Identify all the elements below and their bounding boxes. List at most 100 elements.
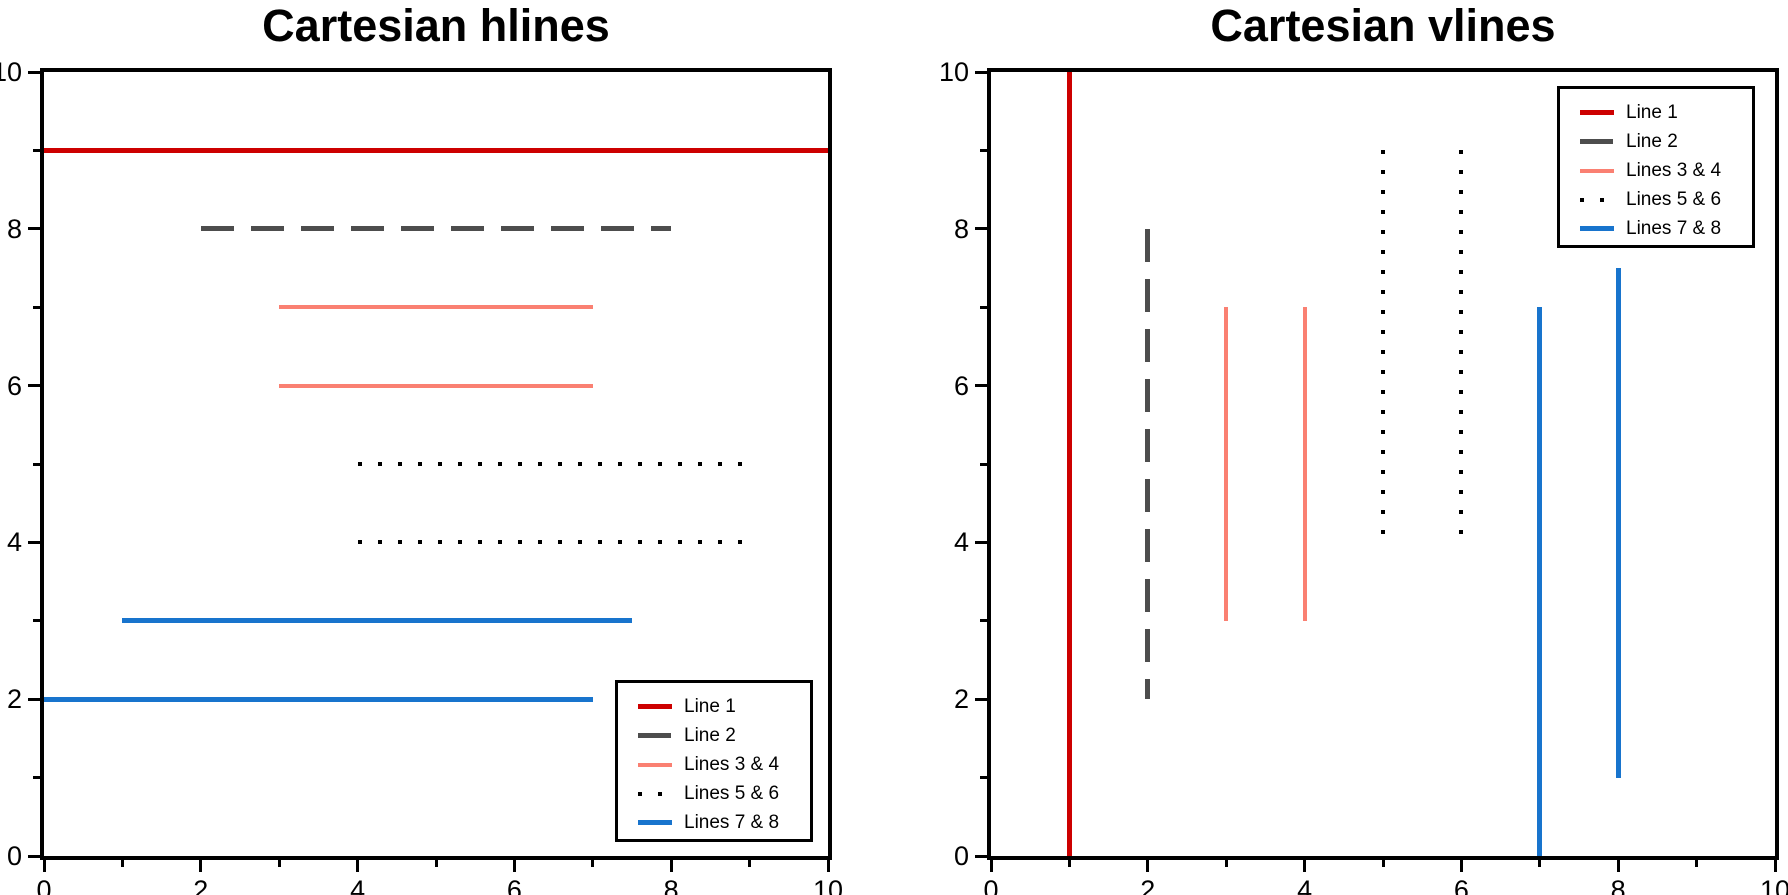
x-axis-major-tick [1616,860,1620,872]
y-axis-tick-label: 0 [953,841,969,871]
segment-lines-3-4 [1302,307,1307,621]
y-axis-minor-tick [33,305,40,309]
legend-swatch-line-2 [1580,139,1614,144]
y-axis-tick-label: 2 [6,684,22,715]
y-axis-major-tick [28,384,40,388]
y-axis-tick-label: 10 [0,57,22,87]
plot-title: Cartesian vlines [1210,0,1556,51]
plot-frame [40,68,832,860]
segment-lines-7-8 [1615,268,1621,778]
legend-swatch-lines-3-4 [638,762,672,767]
y-axis-major-tick [975,70,987,74]
y-axis-major-tick [28,70,40,74]
y-axis-minor-tick [980,776,987,780]
x-axis-tick-label: 2 [193,875,209,895]
legend-label: Lines 5 & 6 [684,783,780,804]
x-axis-minor-tick [120,860,124,867]
y-axis-minor-tick [33,462,40,466]
segment-line-2 [1145,228,1151,700]
y-axis-tick-label: 8 [6,213,22,244]
y-axis-major-tick [975,854,987,858]
y-axis-minor-tick [980,305,987,309]
y-axis-tick-label: 8 [953,213,969,244]
y-axis-major-tick [28,540,40,544]
segment-lines-7-8 [122,618,632,624]
x-axis-major-tick [1303,860,1307,872]
y-axis-major-tick [975,384,987,388]
segment-lines-5-6 [357,462,750,466]
x-axis-tick-label: 6 [506,875,522,895]
y-axis-minor-tick [980,462,987,466]
segment-line-1 [1066,72,1072,856]
legend-label: Lines 3 & 4 [1626,160,1722,181]
legend-label: Lines 3 & 4 [684,754,780,775]
x-axis-minor-tick [1381,860,1385,867]
x-axis-major-tick [1459,860,1463,872]
segment-line-1 [44,147,828,153]
segment-lines-5-6 [1381,150,1385,543]
x-axis-major-tick [42,860,46,872]
x-axis-minor-tick [1067,860,1071,867]
x-axis-major-tick [1146,860,1150,872]
legend-swatch-line-2 [638,733,672,738]
plot-title: Cartesian hlines [262,0,610,51]
y-axis-minor-tick [980,148,987,152]
x-axis-minor-tick [1695,860,1699,867]
y-axis-tick-label: 4 [6,527,22,558]
legend-label: Line 2 [684,725,736,746]
legend-swatch-lines-7-8 [638,820,672,825]
y-axis-tick-label: 6 [6,370,22,401]
segment-lines-7-8 [1537,307,1543,856]
x-axis-minor-tick [277,860,281,867]
legend-swatch-line-1 [638,704,672,709]
legend-label: Line 1 [1626,102,1678,123]
legend-label: Lines 7 & 8 [1626,218,1722,239]
x-axis-major-tick [512,860,516,872]
x-axis-tick-label: 0 [983,875,999,895]
x-axis-major-tick [1773,860,1777,872]
legend-box: Line 1 Line 2 Lines 3 & 4 Lines 5 & 6 Lines … [1557,86,1755,248]
legend-label: Lines 5 & 6 [1626,189,1722,210]
y-axis-minor-tick [33,148,40,152]
x-axis-major-tick [826,860,830,872]
x-axis-minor-tick [591,860,595,867]
x-axis-tick-label: 8 [663,875,679,895]
y-axis-tick-label: 10 [938,57,969,87]
segment-lines-3-4 [1224,307,1229,621]
y-axis-major-tick [28,227,40,231]
x-axis-minor-tick [748,860,752,867]
segment-lines-3-4 [279,305,593,310]
y-axis-minor-tick [33,619,40,623]
y-axis-tick-label: 0 [6,841,22,871]
legend-swatch-lines-5-6 [1580,197,1614,202]
y-axis-major-tick [28,697,40,701]
segment-lines-3-4 [279,383,593,388]
x-axis-tick-label: 2 [1140,875,1156,895]
legend-swatch-lines-5-6 [638,791,672,796]
legend-box: Line 1 Line 2 Lines 3 & 4 Lines 5 & 6 Lines … [615,680,813,842]
x-axis-tick-label: 4 [350,875,366,895]
x-axis-minor-tick [1538,860,1542,867]
x-axis-major-tick [356,860,360,872]
segment-lines-7-8 [44,696,593,702]
segment-lines-5-6 [357,540,750,545]
segment-lines-5-6 [1459,150,1464,543]
x-axis-tick-label: 10 [812,875,844,895]
x-axis-tick-label: 4 [1297,875,1313,895]
x-axis-major-tick [199,860,203,872]
legend-swatch-lines-3-4 [1580,168,1614,173]
x-axis-tick-label: 10 [1759,875,1788,895]
y-axis-tick-label: 4 [953,527,969,558]
y-axis-tick-label: 6 [953,370,969,401]
y-axis-tick-label: 2 [953,684,969,715]
legend-label: Lines 7 & 8 [684,812,780,833]
segment-line-2 [200,226,672,232]
x-axis-tick-label: 6 [1453,875,1469,895]
x-axis-minor-tick [1224,860,1228,867]
y-axis-major-tick [975,540,987,544]
legend-label: Line 2 [1626,131,1678,152]
y-axis-minor-tick [980,619,987,623]
